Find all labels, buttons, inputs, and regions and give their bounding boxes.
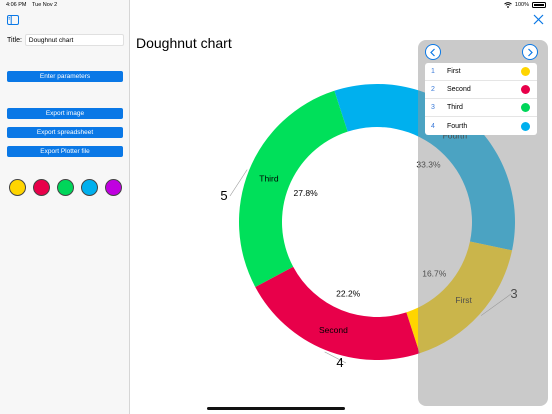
wifi-icon xyxy=(504,2,512,8)
status-bar: 4:06 PM Tue Nov 2 100% xyxy=(0,0,552,10)
battery-icon xyxy=(532,2,546,8)
color-swatch[interactable] xyxy=(9,179,26,196)
slice-value-label: 4 xyxy=(336,355,343,370)
value-leader-line xyxy=(324,351,347,364)
status-right: 100% xyxy=(504,0,546,10)
legend-panel: 1 First 2 Second 3 Third 4 Fourth xyxy=(418,40,548,406)
title-row: Title: xyxy=(7,34,124,46)
legend-item-label: Fourth xyxy=(447,122,468,130)
home-indicator[interactable] xyxy=(207,407,345,410)
legend-item[interactable]: 1 First xyxy=(425,63,537,81)
legend-item-color-dot xyxy=(521,121,530,131)
color-swatches xyxy=(9,179,122,196)
prev-button[interactable] xyxy=(425,44,441,60)
battery-percent: 100% xyxy=(514,2,529,8)
doughnut-slice[interactable] xyxy=(255,266,420,360)
export-image-button[interactable]: Export image xyxy=(7,108,123,119)
enter-parameters-button[interactable]: Enter parameters xyxy=(7,71,123,82)
export-spreadsheet-button[interactable]: Export spreadsheet xyxy=(7,127,123,138)
legend-item[interactable]: 4 Fourth xyxy=(425,117,537,135)
legend-item-index: 1 xyxy=(431,68,435,75)
value-leader-line xyxy=(229,169,248,197)
color-swatch[interactable] xyxy=(105,179,122,196)
status-time: 4:06 PM xyxy=(6,2,27,8)
legend-item-index: 2 xyxy=(431,86,435,93)
slice-value-label: 5 xyxy=(220,188,227,203)
legend-list: 1 First 2 Second 3 Third 4 Fourth xyxy=(425,63,537,135)
slice-percent-label: 22.2% xyxy=(336,288,361,298)
slice-percent-label: 27.8% xyxy=(294,188,319,198)
next-button[interactable] xyxy=(522,44,538,60)
title-label: Title: xyxy=(7,36,22,44)
legend-item[interactable]: 3 Third xyxy=(425,99,537,117)
slice-name-label: Second xyxy=(319,325,348,335)
sidebar-toggle-icon[interactable] xyxy=(7,15,19,25)
color-swatch[interactable] xyxy=(81,179,98,196)
color-swatch[interactable] xyxy=(57,179,74,196)
sidebar: Title: Enter parameters Export image Exp… xyxy=(0,0,130,414)
legend-item-color-dot xyxy=(521,85,530,94)
chart-title: Doughnut chart xyxy=(136,35,232,51)
legend-item-color-dot xyxy=(521,67,530,76)
legend-item[interactable]: 2 Second xyxy=(425,81,537,99)
slice-name-label: Third xyxy=(259,173,279,183)
title-input[interactable] xyxy=(24,34,124,46)
legend-item-index: 3 xyxy=(431,104,435,111)
legend-item-label: Third xyxy=(447,104,463,111)
legend-item-color-dot xyxy=(521,103,530,112)
status-date: Tue Nov 2 xyxy=(32,2,58,8)
legend-item-label: First xyxy=(447,68,461,75)
legend-item-index: 4 xyxy=(431,122,435,130)
export-plotter-button[interactable]: Export Plotter file xyxy=(7,146,123,157)
chevron-left-icon xyxy=(430,48,435,57)
close-icon[interactable] xyxy=(533,14,544,25)
chevron-right-icon xyxy=(528,48,533,57)
doughnut-slice[interactable] xyxy=(239,90,348,287)
color-swatch[interactable] xyxy=(33,179,50,196)
legend-item-label: Second xyxy=(447,86,471,93)
